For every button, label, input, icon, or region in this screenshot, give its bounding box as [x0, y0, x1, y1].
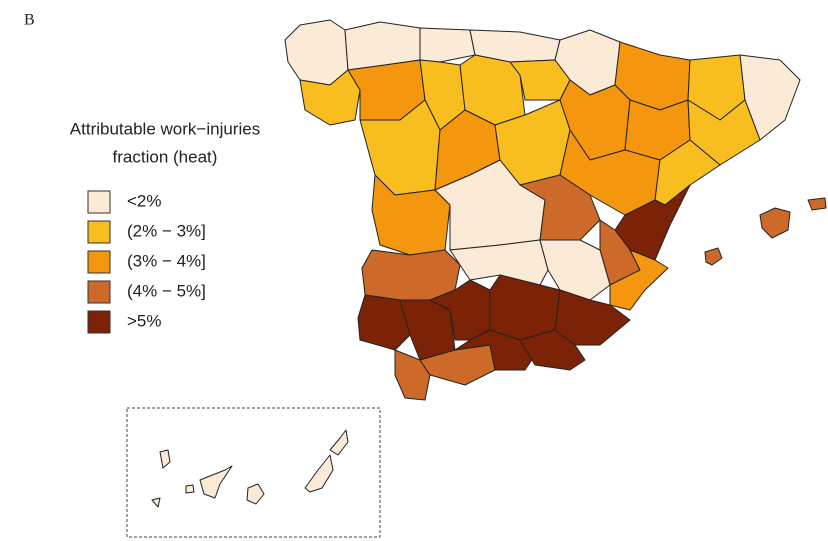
legend-swatch: [87, 280, 111, 304]
region: [284, 19, 349, 86]
inset-frame: [126, 407, 381, 538]
legend-label: (2% − 3%]: [127, 221, 206, 240]
region: [159, 449, 171, 469]
region: [519, 329, 586, 371]
region: [304, 454, 334, 493]
region: [151, 497, 161, 508]
region: [361, 249, 461, 301]
legend: <2% (2% − 3%] (3% − 4%] (4% − 5%] >5%: [87, 190, 206, 334]
canary-inset: [151, 429, 349, 508]
legend-swatch: [87, 190, 111, 214]
legend-title: fraction (heat): [113, 147, 218, 166]
region: [704, 247, 723, 266]
legend-label: <2%: [127, 191, 162, 210]
region: [759, 207, 791, 239]
legend-swatch: [87, 220, 111, 244]
panel-label: B: [24, 12, 35, 29]
region: [246, 483, 265, 505]
region: [329, 429, 349, 456]
legend-title: Attributable work−injuries: [70, 119, 260, 138]
region: [299, 69, 361, 126]
region: [199, 465, 233, 499]
region: [807, 197, 827, 211]
region: [399, 299, 456, 361]
mainland-map: [284, 19, 827, 401]
region: [489, 274, 561, 341]
legend-swatch: [87, 250, 111, 274]
region: [519, 174, 601, 241]
legend-label: (3% − 4%]: [127, 251, 206, 270]
legend-swatch: [87, 310, 111, 334]
region: [185, 484, 195, 494]
legend-label: (4% − 5%]: [127, 281, 206, 300]
legend-label: >5%: [127, 311, 162, 330]
region: [539, 239, 611, 301]
region: [609, 249, 669, 311]
region: [419, 27, 476, 63]
